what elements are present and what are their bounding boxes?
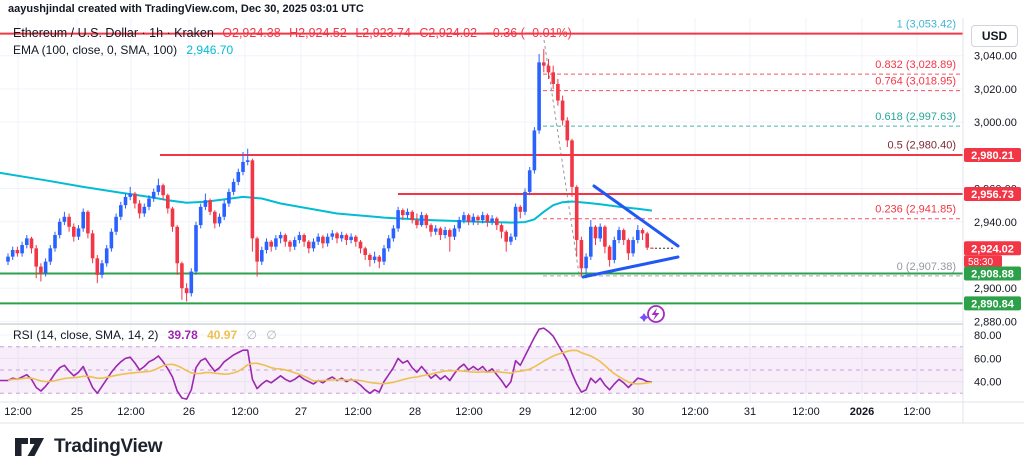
svg-text:25: 25 (71, 406, 83, 418)
symbol-title: Ethereum / U.S. Dollar · 1h · Kraken (13, 26, 214, 40)
ohlc-open: O2,924.38 (222, 26, 281, 40)
horizontal-level-lines[interactable] (0, 32, 963, 305)
svg-text:3,020.00: 3,020.00 (974, 84, 1017, 96)
price-axis-badges: 2,980.21 2,956.73 2,924.02 58:302,908.88 2,8… (964, 148, 1021, 311)
svg-text:12:00: 12:00 (117, 406, 145, 418)
fib-level-label: 0 (2,907.38) (897, 261, 956, 273)
fib-level-label: 0.618 (2,997.63) (875, 111, 956, 123)
rsi-indicator-label: RSI (14, close, SMA, 14, 2) (13, 328, 159, 342)
svg-text:31: 31 (744, 406, 756, 418)
pane-separators (0, 18, 1024, 424)
svg-text:2,900.00: 2,900.00 (974, 283, 1017, 295)
rsi-band (0, 346, 963, 394)
fibonacci-levels: 1 (3,053.42) 0.832 (3,028.89) 0.764 (3,018… (543, 18, 963, 277)
countdown-text: 58:30 (968, 257, 993, 268)
currency-unit-button[interactable]: USD (971, 25, 1018, 47)
attribution-text: aayushjindal created with TradingView.co… (8, 3, 364, 15)
svg-text:29: 29 (519, 406, 531, 418)
ema-value: 2,946.70 (186, 43, 234, 57)
symbol-legend[interactable]: Ethereum / U.S. Dollar · 1h · Kraken O2,… (13, 26, 577, 40)
candlesticks (6, 49, 654, 302)
tradingview-logo-icon[interactable] (14, 436, 46, 458)
price-badge-text: 2,980.21 (971, 150, 1014, 162)
svg-text:12:00: 12:00 (4, 406, 32, 418)
svg-text:12:00: 12:00 (344, 406, 372, 418)
price-badge-text: 2,956.73 (971, 189, 1014, 201)
price-badge-text: 2,924.02 (971, 243, 1014, 255)
rsi-ma-line (7, 349, 653, 385)
svg-text:12:00: 12:00 (231, 406, 259, 418)
svg-text:2,940.00: 2,940.00 (974, 217, 1017, 229)
fib-level-label: 0.5 (2,980.40) (888, 140, 957, 152)
ohlc-high: H2,924.52 (289, 26, 347, 40)
rsi-ma-value: 40.97 (207, 328, 238, 342)
rsi-line (0, 327, 652, 400)
fib-level-label: 0.832 (3,028.89) (875, 59, 956, 71)
rsi-value: 39.78 (167, 328, 198, 342)
svg-text:12:00: 12:00 (455, 406, 483, 418)
svg-text:30: 30 (632, 406, 644, 418)
rsi-indicator-legend[interactable]: RSI (14, close, SMA, 14, 2) 39.78 40.97 … (13, 328, 277, 342)
svg-text:26: 26 (183, 406, 195, 418)
svg-text:12:00: 12:00 (569, 406, 597, 418)
svg-text:27: 27 (295, 406, 307, 418)
ohlc-low: L2,923.74 (355, 26, 411, 40)
svg-text:12:00: 12:00 (681, 406, 709, 418)
svg-text:12:00: 12:00 (792, 406, 820, 418)
svg-text:60.00: 60.00 (974, 353, 1002, 365)
rsi-empty-value-2: ∅ (266, 328, 277, 342)
ema-indicator-legend[interactable]: EMA (100, close, 0, SMA, 100) 2,946.70 (13, 43, 233, 57)
ema-line (0, 171, 653, 224)
svg-text:12:00: 12:00 (903, 406, 931, 418)
svg-text:3,040.00: 3,040.00 (974, 51, 1017, 63)
fib-level-label: 0.236 (2,941.85) (875, 204, 956, 216)
footer-bar: TradingView (0, 424, 1024, 469)
fib-level-label: 1 (3,053.42) (897, 18, 956, 30)
time-axis-labels[interactable]: 12:00 25 12:00 26 12:00 27 12:00 28 12:00 29 12:00… (4, 406, 931, 418)
svg-text:80.00: 80.00 (974, 330, 1002, 342)
rsi-empty-value-1: ∅ (246, 328, 257, 342)
ohlc-close: C2,924.02 (419, 26, 478, 40)
tradingview-brand-text[interactable]: TradingView (54, 435, 163, 457)
price-change: −0.36 (−0.01%) (485, 26, 572, 40)
svg-text:3,000.00: 3,000.00 (974, 117, 1017, 129)
price-axis-labels[interactable]: 3,040.003,020.003,000.002,960.002,940.00… (974, 51, 1017, 389)
svg-text:40.00: 40.00 (974, 377, 1002, 389)
price-badge-text: 2,908.88 (971, 268, 1014, 280)
svg-text:2026: 2026 (850, 406, 874, 418)
sparkle-boost-icon[interactable] (639, 305, 665, 323)
price-badge-text: 2,890.84 (971, 298, 1015, 310)
grid-lines (0, 18, 963, 402)
svg-text:28: 28 (409, 406, 421, 418)
fib-level-label: 0.764 (3,018.95) (875, 76, 956, 88)
svg-text:2,880.00: 2,880.00 (974, 316, 1017, 328)
trendlines[interactable] (581, 184, 680, 279)
ema-indicator-label: EMA (100, close, 0, SMA, 100) (13, 43, 178, 57)
